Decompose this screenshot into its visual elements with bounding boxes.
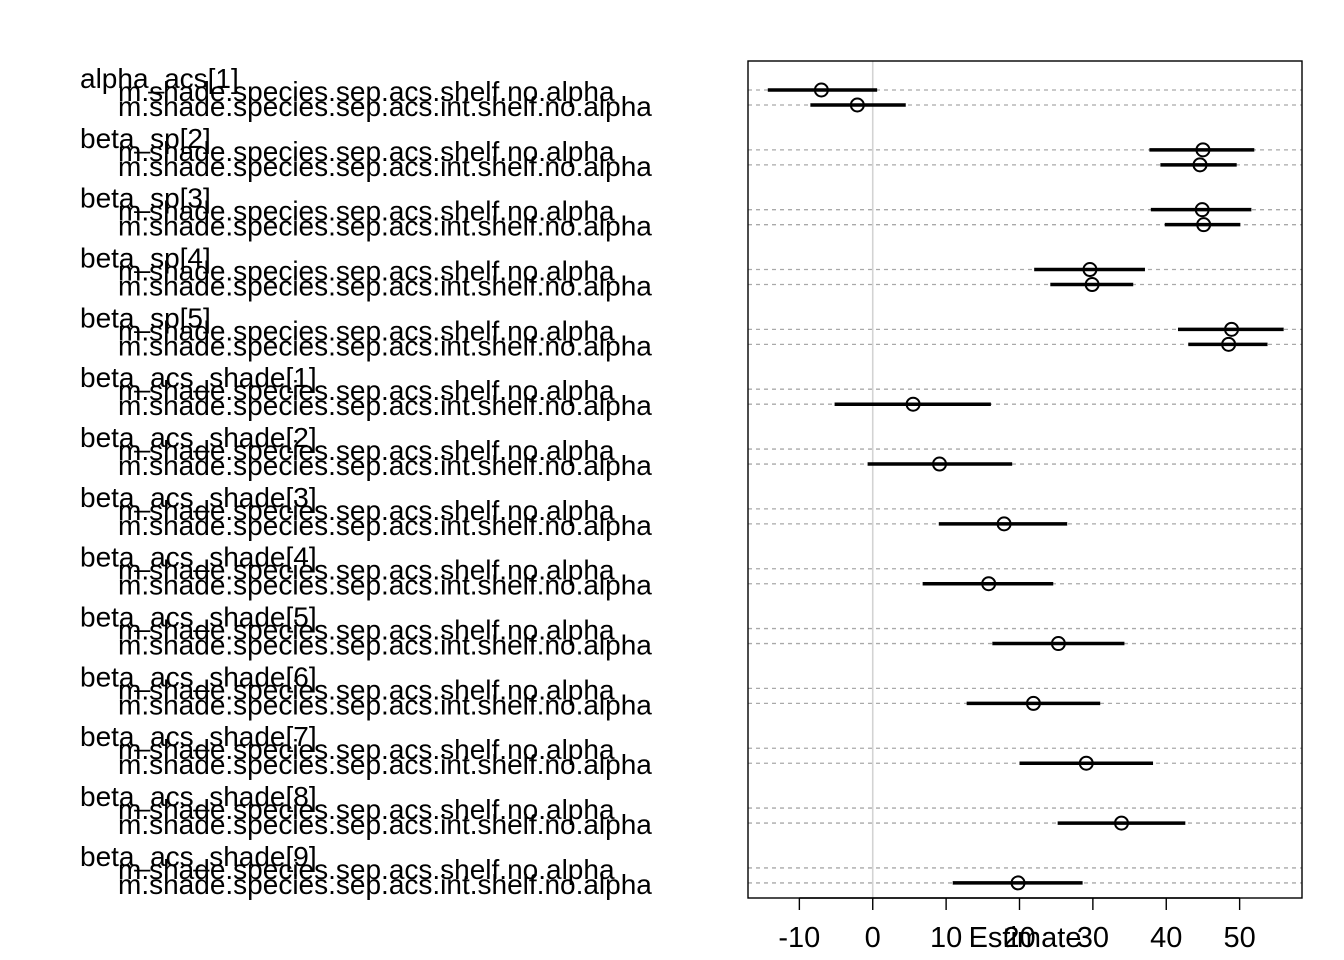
x-tick-label: 0 [865, 922, 881, 954]
x-axis: -10 0 10 20 30 40 50 [778, 897, 1256, 954]
series-label: m.shade.species.sep.acs.int.shelf.no.alp… [118, 450, 652, 481]
series-label: m.shade.species.sep.acs.int.shelf.no.alp… [118, 869, 652, 900]
parameter-label: beta_sp[3] [80, 183, 211, 214]
estimate-point [1192, 157, 1208, 173]
series-label: m.shade.species.sep.acs.shelf.no.alpha [118, 734, 615, 765]
estimate-point [1084, 277, 1100, 293]
parameter-label: beta_acs_shade[2] [80, 422, 317, 453]
estimate-point [1113, 815, 1129, 831]
x-tick-label: 10 [930, 922, 962, 954]
series-label: m.shade.species.sep.acs.shelf.no.alpha [118, 794, 615, 825]
series-label: m.shade.species.sep.acs.shelf.no.alpha [118, 854, 615, 885]
series-label: m.shade.species.sep.acs.shelf.no.alpha [118, 615, 615, 646]
series-label: m.shade.species.sep.acs.int.shelf.no.alp… [118, 91, 652, 122]
series-label: m.shade.species.sep.acs.int.shelf.no.alp… [118, 390, 652, 421]
row-labels: alpha_acs[1]m.shade.species.sep.acs.shel… [80, 63, 652, 900]
estimate-point [1050, 636, 1066, 652]
parameter-label: beta_acs_shade[4] [80, 542, 317, 573]
series-label: m.shade.species.sep.acs.shelf.no.alpha [118, 315, 615, 346]
estimate-point [813, 82, 829, 98]
series-label: m.shade.species.sep.acs.int.shelf.no.alp… [118, 271, 652, 302]
series-label: m.shade.species.sep.acs.int.shelf.no.alp… [118, 510, 652, 541]
series-label: m.shade.species.sep.acs.int.shelf.no.alp… [118, 809, 652, 840]
series-label: m.shade.species.sep.acs.int.shelf.no.alp… [118, 630, 652, 661]
series-label: m.shade.species.sep.acs.int.shelf.no.alp… [118, 570, 652, 601]
estimate-point [1196, 217, 1212, 233]
point-layer [813, 82, 1240, 891]
series-label: m.shade.species.sep.acs.int.shelf.no.alp… [118, 211, 652, 242]
parameter-label: beta_sp[4] [80, 243, 211, 274]
x-tick-label: 40 [1150, 922, 1182, 954]
x-tick-label: 20 [1003, 922, 1035, 954]
series-label: m.shade.species.sep.acs.shelf.no.alpha [118, 555, 615, 586]
series-label: m.shade.species.sep.acs.shelf.no.alpha [118, 256, 615, 287]
series-label: m.shade.species.sep.acs.shelf.no.alpha [118, 435, 615, 466]
estimate-point [1025, 695, 1041, 711]
x-axis-label: Estimate [969, 922, 1082, 954]
x-tick-label: 30 [1077, 922, 1109, 954]
estimate-point [932, 456, 948, 472]
series-label: m.shade.species.sep.acs.shelf.no.alpha [118, 375, 615, 406]
parameter-label: beta_acs_shade[1] [80, 362, 317, 393]
estimate-point [1082, 262, 1098, 278]
parameter-label: beta_acs_shade[6] [80, 661, 317, 692]
series-label: m.shade.species.sep.acs.shelf.no.alpha [118, 495, 615, 526]
parameter-label: beta_acs_shade[7] [80, 721, 317, 752]
parameter-label: beta_acs_shade[5] [80, 602, 317, 633]
x-tick-label: 50 [1223, 922, 1255, 954]
estimate-point [1224, 321, 1240, 337]
estimate-point [905, 396, 921, 412]
interval-layer [767, 88, 1284, 885]
estimate-point [849, 97, 865, 113]
estimate-point [1194, 202, 1210, 218]
estimate-point [1010, 875, 1026, 891]
parameter-label: beta_sp[2] [80, 123, 211, 154]
series-label: m.shade.species.sep.acs.int.shelf.no.alp… [118, 749, 652, 780]
estimate-point [1195, 142, 1211, 158]
parameter-label: beta_acs_shade[8] [80, 781, 317, 812]
series-label: m.shade.species.sep.acs.shelf.no.alpha [118, 76, 615, 107]
series-label: m.shade.species.sep.acs.int.shelf.no.alp… [118, 151, 652, 182]
series-label: m.shade.species.sep.acs.shelf.no.alpha [118, 674, 615, 705]
estimate-point [1221, 336, 1237, 352]
parameter-label: beta_acs_shade[3] [80, 482, 317, 513]
estimate-point [996, 516, 1012, 532]
series-label: m.shade.species.sep.acs.shelf.no.alpha [118, 136, 615, 167]
parameter-label: beta_sp[5] [80, 302, 211, 333]
series-label: m.shade.species.sep.acs.int.shelf.no.alp… [118, 330, 652, 361]
x-tick-label: -10 [778, 922, 820, 954]
plot-frame [747, 60, 1303, 899]
parameter-label: beta_acs_shade[9] [80, 841, 317, 872]
series-label: m.shade.species.sep.acs.int.shelf.no.alp… [118, 689, 652, 720]
estimate-point [981, 576, 997, 592]
estimate-point [1078, 755, 1094, 771]
parameter-label: alpha_acs[1] [80, 63, 239, 94]
series-label: m.shade.species.sep.acs.shelf.no.alpha [118, 196, 615, 227]
